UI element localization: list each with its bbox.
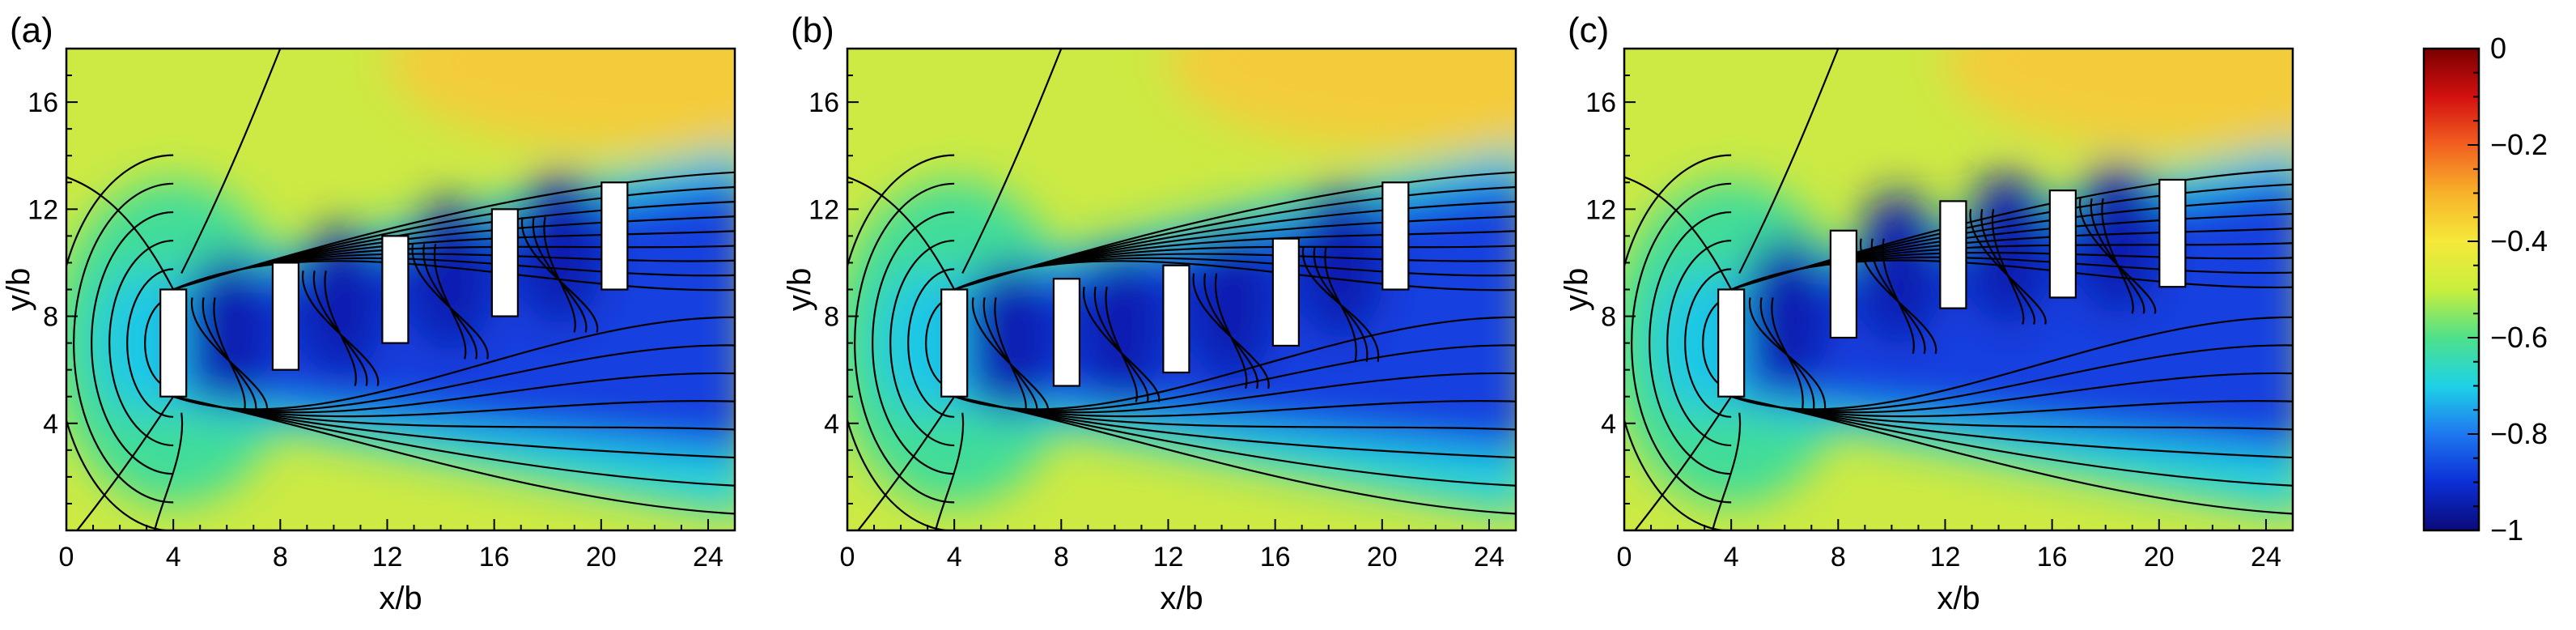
x-tick-label: 8 xyxy=(273,542,288,573)
pressure-field xyxy=(66,49,735,530)
obstacle-3 xyxy=(381,235,410,344)
colorbar-tick-label: −0.2 xyxy=(2490,128,2548,161)
x-tick-label: 24 xyxy=(693,542,724,573)
y-tick-label: 8 xyxy=(1601,302,1616,333)
panel-label: (c) xyxy=(1568,11,1609,50)
x-tick-label: 20 xyxy=(586,542,617,573)
panel-label: (a) xyxy=(10,11,53,50)
contour-panel-c: 0 4 8 12 16 20 24 4 8 12 16 x/b y/b (c) xyxy=(1559,11,2294,616)
y-tick-label: 16 xyxy=(808,87,839,118)
obstacle-3 xyxy=(1162,264,1190,374)
y-axis-label: y/b xyxy=(1,268,36,311)
colorbar-tick-label: −0.4 xyxy=(2490,224,2548,258)
y-tick-label: 4 xyxy=(1601,409,1616,440)
y-tick-label: 12 xyxy=(1585,194,1616,225)
x-tick-label: 8 xyxy=(1831,542,1846,573)
x-tick-label: 12 xyxy=(1930,542,1961,573)
obstacle-1 xyxy=(940,288,969,398)
y-tick-label: 4 xyxy=(824,409,839,440)
colorbar-tick-label: −0.8 xyxy=(2490,417,2548,450)
obstacle-2 xyxy=(1829,229,1858,339)
obstacle-5 xyxy=(601,181,629,291)
x-tick-label: 20 xyxy=(1367,542,1398,573)
obstacle-4 xyxy=(490,208,519,317)
obstacle-2 xyxy=(271,262,300,371)
obstacle-4 xyxy=(2048,189,2077,299)
x-tick-label: 24 xyxy=(2251,542,2281,573)
y-tick-label: 8 xyxy=(824,302,839,333)
y-tick-label: 16 xyxy=(28,87,58,118)
y-tick-label: 12 xyxy=(28,194,58,225)
y-axis-label: y/b xyxy=(1559,268,1594,311)
contour-panel-a: 0 4 8 12 16 20 24 4 8 12 16 x/b y/b (a) xyxy=(1,11,736,616)
x-tick-label: 8 xyxy=(1054,542,1069,573)
obstacle-1 xyxy=(1717,288,1746,398)
x-axis-label: x/b xyxy=(1937,581,1980,616)
x-tick-label: 24 xyxy=(1474,542,1504,573)
x-tick-label: 0 xyxy=(1617,542,1632,573)
colorbar-tick-label: 0 xyxy=(2490,32,2506,65)
obstacle-2 xyxy=(1052,278,1081,387)
colorbar-tick-label: −1 xyxy=(2490,513,2523,547)
contour-lines xyxy=(1624,49,2293,530)
x-tick-label: 12 xyxy=(372,542,403,573)
x-tick-label: 4 xyxy=(1724,542,1739,573)
obstacle-5 xyxy=(1381,181,1410,291)
contour-lines xyxy=(847,49,1516,530)
y-tick-label: 4 xyxy=(43,409,58,440)
contour-panel-b: 0 4 8 12 16 20 24 4 8 12 16 x/b y/b (b) xyxy=(782,11,1517,616)
obstacle-1 xyxy=(159,288,188,398)
panel-label: (b) xyxy=(791,11,834,50)
x-tick-label: 0 xyxy=(59,542,74,573)
x-tick-label: 16 xyxy=(2037,542,2068,573)
obstacle-4 xyxy=(1271,237,1300,347)
colorbar-gradient xyxy=(2422,47,2481,532)
contour-lines xyxy=(66,49,735,530)
y-tick-label: 8 xyxy=(43,302,58,333)
x-tick-label: 4 xyxy=(166,542,181,573)
y-tick-label: 16 xyxy=(1585,87,1616,118)
x-tick-label: 12 xyxy=(1153,542,1184,573)
obstacle-5 xyxy=(2158,178,2187,288)
x-axis-label: x/b xyxy=(379,581,422,616)
x-tick-label: 20 xyxy=(2144,542,2175,573)
x-tick-label: 0 xyxy=(840,542,855,573)
x-tick-label: 16 xyxy=(1260,542,1291,573)
colorbar-tick-label: −0.6 xyxy=(2490,321,2548,354)
colorbar: 0 −0.2 −0.4 −0.6 −0.8 −1 xyxy=(2422,32,2548,547)
y-axis-label: y/b xyxy=(782,268,817,311)
x-tick-label: 4 xyxy=(947,542,962,573)
x-tick-label: 16 xyxy=(479,542,510,573)
obstacle-3 xyxy=(1939,200,1967,309)
x-axis-label: x/b xyxy=(1160,581,1203,616)
y-tick-label: 12 xyxy=(808,194,839,225)
